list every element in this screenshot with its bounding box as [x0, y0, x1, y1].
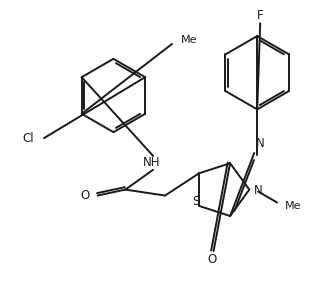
Text: N: N — [254, 184, 263, 197]
Text: Cl: Cl — [23, 132, 34, 144]
Text: O: O — [207, 253, 216, 266]
Text: O: O — [80, 189, 89, 202]
Text: Me: Me — [285, 202, 302, 211]
Text: S: S — [192, 195, 200, 208]
Text: Me: Me — [181, 35, 197, 45]
Text: F: F — [257, 9, 263, 22]
Text: N: N — [256, 136, 264, 149]
Text: NH: NH — [143, 156, 161, 169]
